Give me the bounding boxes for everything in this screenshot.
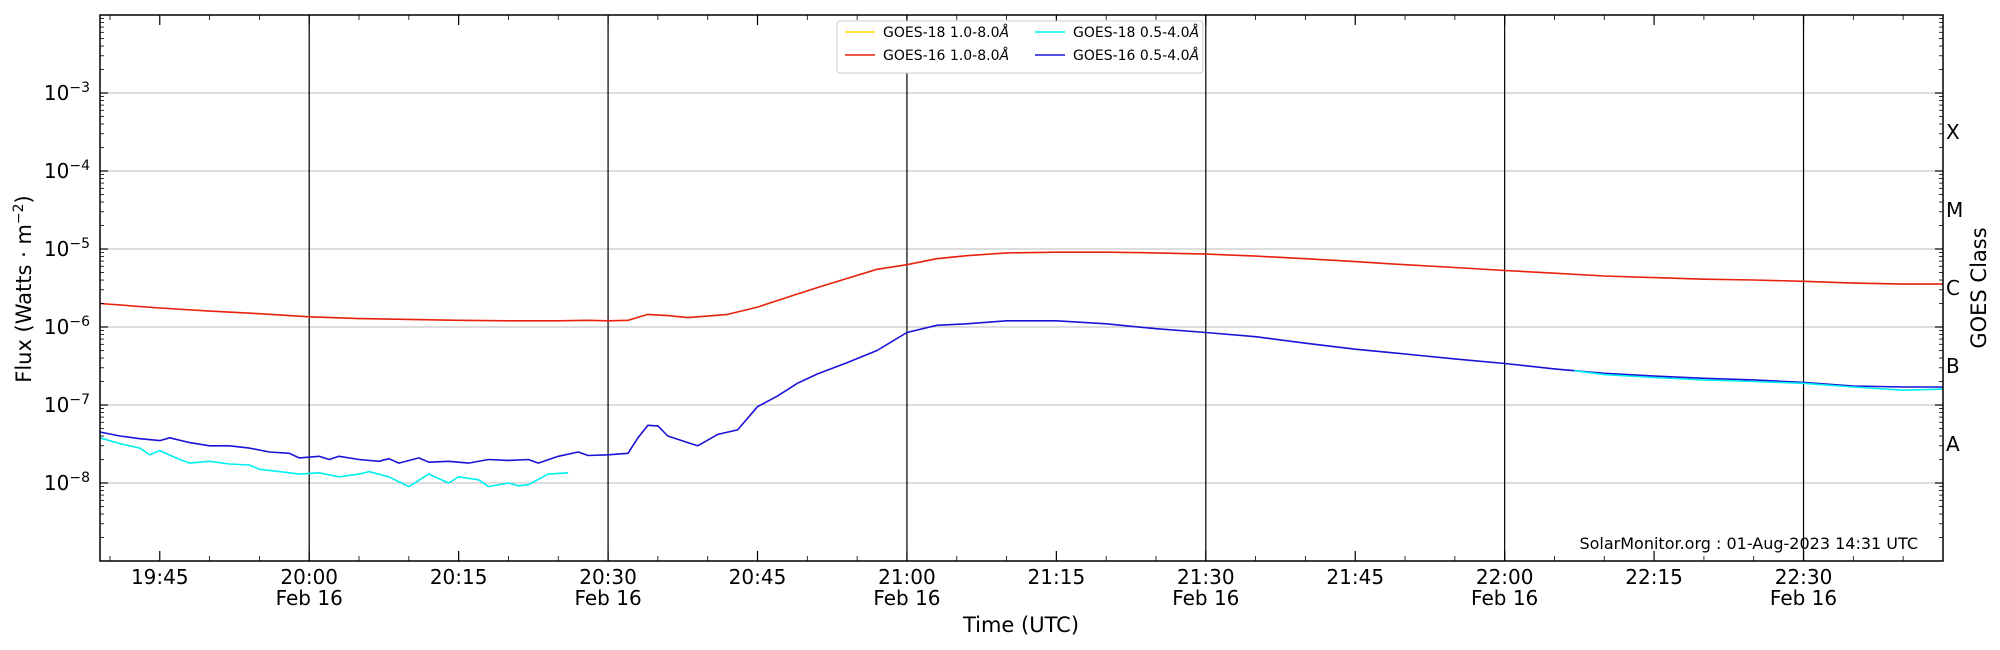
plot-frame [99,14,1944,562]
y-tick-base: 10 [44,471,69,495]
legend-label-name: GOES-16 0.5-4.0 [1073,48,1190,64]
legend-label: GOES-18 1.0-8.0Å [883,24,1009,41]
goes-class-layer: A B C M X [1946,120,1963,456]
legend-label: GOES-18 0.5-4.0Å [1073,24,1199,41]
goes-class-label: A [1946,432,1960,456]
y-tick-label: 10−6 [44,314,90,339]
x-tick-label: 22:00 [1476,565,1534,589]
legend-label-unit: Å [1189,47,1200,64]
x-tick-date-label: Feb 16 [1172,586,1239,610]
y-tick-exponent: −8 [69,470,90,486]
y-tick-label: 10−7 [44,392,90,417]
x-tick-date-label: Feb 16 [1471,586,1538,610]
y-tick-exponent: −5 [69,236,90,252]
legend-label: GOES-16 1.0-8.0Å [883,47,1009,64]
credit-text: SolarMonitor.org : 01-Aug-2023 14:31 UTC [1579,534,1918,553]
x-tick-label: 19:45 [131,565,189,589]
goes-class-label: M [1946,198,1963,222]
x-axis-title: Time (UTC) [962,613,1079,637]
y-tick-label: 10−5 [44,236,90,261]
y-tick-base: 10 [44,237,69,261]
vertical-marker-layer [308,15,1805,561]
goes-class-label: B [1946,354,1960,378]
legend-label-unit: Å [999,24,1010,41]
x-tick-label: 22:15 [1625,565,1683,589]
legend-label-name: GOES-18 1.0-8.0 [883,25,1000,41]
y-tick-base: 10 [44,315,69,339]
x-tick-date-label: Feb 16 [873,586,940,610]
legend-label-unit: Å [1189,24,1200,41]
y-tick-exponent: −4 [69,158,90,174]
y-tick-base: 10 [44,159,69,183]
series-line [99,369,1944,488]
y-tick-exponent: −7 [69,392,90,408]
x-tick-label: 20:45 [729,565,787,589]
x-tick-date-label: Feb 16 [276,586,343,610]
x-tick-label: 20:00 [280,565,338,589]
x-tick-label: 21:15 [1028,565,1086,589]
goes-class-label: C [1946,276,1960,300]
legend-box [836,20,1204,74]
y-axis-title-base: Flux (Watts · m [12,224,36,383]
series-line [99,320,1943,464]
x-tick-date-label: Feb 16 [1770,586,1837,610]
legend-label-unit: Å [999,47,1010,64]
x-tick-label: 20:15 [430,565,488,589]
right-axis-title: GOES Class [1967,227,1991,348]
y-axis-title-sup: −2 [11,203,27,224]
legend-label-name: GOES-16 1.0-8.0 [883,48,1000,64]
goes-class-label: X [1946,120,1960,144]
y-tick-label: 10−4 [44,158,90,183]
y-tick-base: 10 [44,393,69,417]
y-axis-title: Flux (Watts · m−2) [11,195,36,383]
legend-label: GOES-16 0.5-4.0Å [1073,47,1199,64]
y-tick-exponent: −6 [69,314,90,330]
x-tick-label: 20:30 [579,565,637,589]
grid-layer [100,92,1943,484]
y-axis-title-tail: ) [12,195,36,203]
series-line [99,251,1943,322]
y-tick-layer: 10−810−710−610−510−410−3 [44,18,1943,538]
legend-label-name: GOES-18 0.5-4.0 [1073,25,1190,41]
y-tick-label: 10−3 [44,80,90,105]
series-layer [99,251,1944,488]
x-tick-label: 21:00 [878,565,936,589]
x-tick-label: 21:45 [1326,565,1384,589]
x-tick-label: 21:30 [1177,565,1235,589]
y-tick-base: 10 [44,81,69,105]
x-tick-date-label: Feb 16 [574,586,641,610]
y-tick-exponent: −3 [69,80,90,96]
x-tick-label: 22:30 [1775,565,1833,589]
y-tick-label: 10−8 [44,470,90,495]
